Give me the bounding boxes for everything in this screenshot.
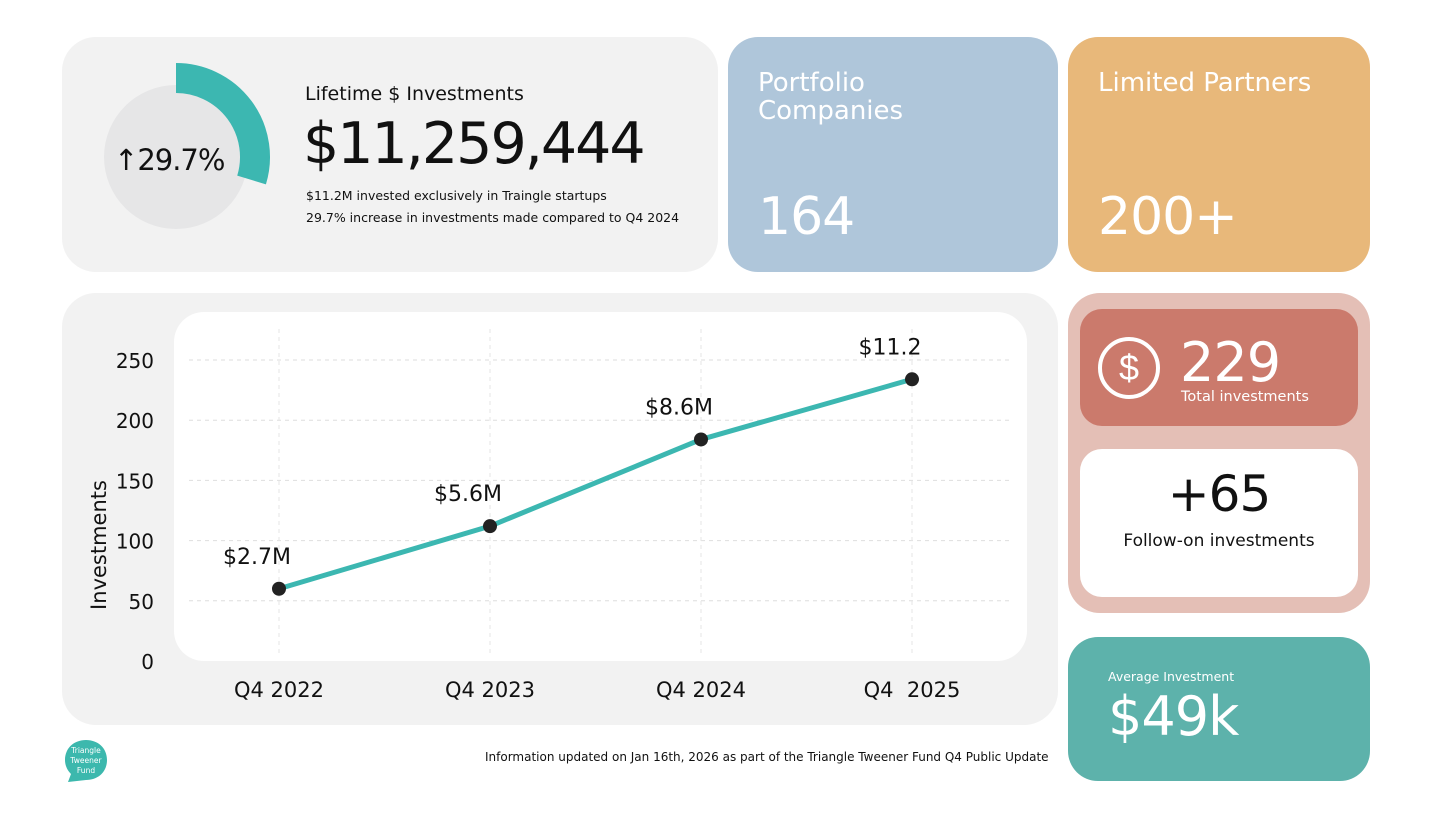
triangle-tweener-fund-logo: Triangle Tweener Fund <box>65 740 107 782</box>
y-tick-label: 0 <box>141 650 154 674</box>
axes: 0 50 100 150 200 250 Q4 2022 Q4 2023 Q4 2024 Q4 2… <box>116 349 961 702</box>
data-point <box>694 432 708 447</box>
portfolio-title: Portfolio Companies <box>758 68 904 126</box>
follow-on-label: Follow-on investments <box>1123 531 1315 551</box>
average-investment-label: Average Investment <box>1108 669 1235 684</box>
dollar-circle-icon: $ <box>1098 337 1160 399</box>
lifetime-investments-card: ↑29.7% Lifetime $ Investments $11,259,44… <box>62 37 718 272</box>
x-tick-label: Q4 2024 <box>656 678 746 702</box>
data-label: $11.2 <box>859 335 922 360</box>
logo-line-1: Triangle <box>70 746 101 755</box>
data-point <box>272 581 286 596</box>
partners-value: 200+ <box>1098 187 1238 247</box>
totals-card: $ 229 Total investments +65 Follow-on in… <box>1068 293 1370 613</box>
series-line <box>278 376 913 592</box>
lifetime-description-2: 29.7% increase in investments made compa… <box>306 210 680 225</box>
y-axis-label: Investments <box>87 480 111 610</box>
total-investments-panel: $ 229 Total investments <box>1080 309 1358 426</box>
average-investment-card: Average Investment $49k <box>1068 637 1370 781</box>
data-label: $5.6M <box>434 482 502 507</box>
partners-title: Limited Partners <box>1098 68 1312 98</box>
data-label: $2.7M <box>223 545 291 570</box>
portfolio-value: 164 <box>758 187 855 247</box>
x-tick-label: Q4 2023 <box>445 678 535 702</box>
lifetime-amount: $11,259,444 <box>303 111 646 177</box>
investments-line-chart: 0 50 100 150 200 250 Q4 2022 Q4 2023 Q4 2024 Q4 2… <box>87 312 1027 702</box>
y-tick-label: 50 <box>129 590 154 614</box>
y-tick-label: 250 <box>116 349 154 373</box>
follow-on-panel: +65 Follow-on investments <box>1080 449 1358 597</box>
lifetime-title: Lifetime $ Investments <box>305 83 524 105</box>
average-investment-value: $49k <box>1108 685 1239 748</box>
up-arrow-icon: ↑ <box>114 143 138 177</box>
footer-note: Information updated on Jan 16th, 2026 as… <box>485 750 1049 764</box>
lifetime-description-1: $11.2M invested exclusively in Traingle … <box>306 188 607 203</box>
total-investments-label: Total investments <box>1181 389 1309 405</box>
logo-line-3: Fund <box>77 766 95 775</box>
x-tick-label: Q4 2022 <box>234 678 324 702</box>
y-tick-label: 100 <box>116 530 154 554</box>
portfolio-companies-card: Portfolio Companies 164 <box>728 37 1058 272</box>
series-investments: $2.7M $5.6M $8.6M $11.2 <box>223 335 922 596</box>
logo-line-2: Tweener <box>69 756 102 765</box>
y-tick-label: 200 <box>116 409 154 433</box>
data-label: $8.6M <box>645 395 713 420</box>
data-point <box>483 519 497 534</box>
investments-chart-card: 0 50 100 150 200 250 Q4 2022 Q4 2023 Q4 2024 Q4 2… <box>62 293 1058 725</box>
donut-center <box>104 85 248 229</box>
x-tick-label: Q4 2025 <box>864 678 961 702</box>
growth-donut <box>104 63 270 229</box>
growth-percent-label: ↑29.7% <box>114 143 225 177</box>
follow-on-value: +65 <box>1167 465 1272 523</box>
limited-partners-card: Limited Partners 200+ <box>1068 37 1370 272</box>
growth-percent-value: 29.7% <box>137 143 225 177</box>
plot-area <box>174 312 1027 661</box>
data-point <box>905 372 919 387</box>
growth-arc <box>175 63 270 185</box>
svg-text:$: $ <box>1119 347 1139 388</box>
y-tick-label: 150 <box>116 469 154 493</box>
total-investments-count: 229 <box>1180 331 1281 394</box>
